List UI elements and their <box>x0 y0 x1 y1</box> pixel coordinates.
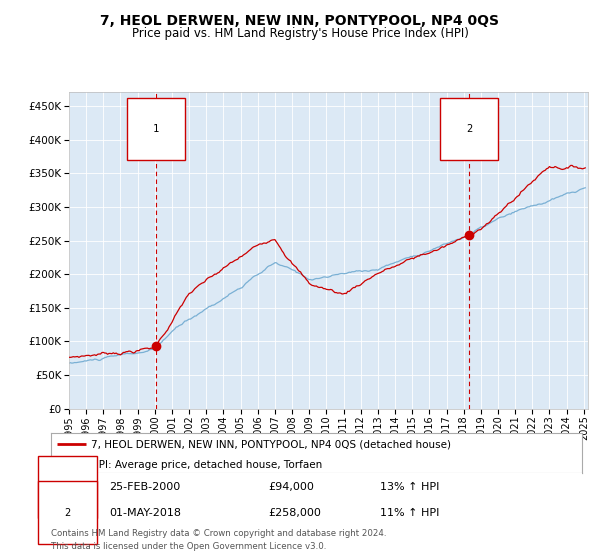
Text: Price paid vs. HM Land Registry's House Price Index (HPI): Price paid vs. HM Land Registry's House … <box>131 27 469 40</box>
Text: HPI: Average price, detached house, Torfaen: HPI: Average price, detached house, Torf… <box>91 460 322 470</box>
Text: 11% ↑ HPI: 11% ↑ HPI <box>380 507 440 517</box>
Text: 2: 2 <box>64 507 71 517</box>
Text: £258,000: £258,000 <box>269 507 322 517</box>
Text: 1: 1 <box>153 124 160 134</box>
Text: 7, HEOL DERWEN, NEW INN, PONTYPOOL, NP4 0QS: 7, HEOL DERWEN, NEW INN, PONTYPOOL, NP4 … <box>101 14 499 28</box>
Text: 1: 1 <box>64 482 71 492</box>
Text: Contains HM Land Registry data © Crown copyright and database right 2024.: Contains HM Land Registry data © Crown c… <box>51 529 386 538</box>
Text: 7, HEOL DERWEN, NEW INN, PONTYPOOL, NP4 0QS (detached house): 7, HEOL DERWEN, NEW INN, PONTYPOOL, NP4 … <box>91 440 451 450</box>
Text: £94,000: £94,000 <box>269 482 314 492</box>
Text: 13% ↑ HPI: 13% ↑ HPI <box>380 482 440 492</box>
Text: 01-MAY-2018: 01-MAY-2018 <box>109 507 181 517</box>
Text: 2: 2 <box>466 124 472 134</box>
Text: 25-FEB-2000: 25-FEB-2000 <box>109 482 181 492</box>
Text: This data is licensed under the Open Government Licence v3.0.: This data is licensed under the Open Gov… <box>51 542 326 551</box>
